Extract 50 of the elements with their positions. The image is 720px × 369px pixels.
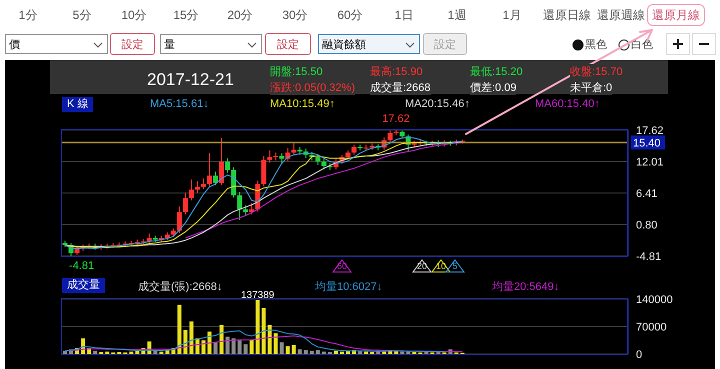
text: 10分 [120,7,148,24]
y-tick-label: 6.41 [636,188,658,200]
text: 還原週線 [597,8,645,22]
text: 還原日線 [543,8,591,22]
text: 1日 [394,7,414,24]
y-tick-label: 0 [636,348,642,361]
text: 1週 [446,7,468,24]
text: 量 [160,34,262,54]
y-tick-label: -4.81 [636,250,662,263]
y-tick-label: 12.01 [636,156,664,168]
text: 價 [5,34,108,54]
text: MA10:15.49↑ [270,98,335,110]
annotation: -4.81 [69,260,94,272]
text: 融資餘額 [318,34,420,54]
text: 價差:0.09 [470,80,516,95]
text: 2017-12-21 [147,70,234,90]
text: 30分 [281,7,309,24]
ref-line-label: 15.40 [633,137,661,150]
y-tick-label: 0.80 [636,219,658,232]
data-label: 137389 [240,290,275,302]
text: 20分 [226,7,254,24]
text: 均量10:6027↓ [315,280,382,294]
text: 成交量 [62,278,105,293]
annotation: 17.62 [382,113,410,125]
y-tick-label: 17.62 [636,124,664,137]
text: K 線 [62,97,94,112]
text: 設定 [265,33,311,55]
y-tick-label: 70000 [636,321,667,334]
text: 60分 [336,7,364,24]
text: 黑色 [585,38,607,52]
series-label: 成交量(張):2668↓ [138,280,222,294]
text: 均量20:5649↓ [492,280,560,294]
text: 最低:15.20 [470,64,523,79]
text: 漲跌:0.05(0.32%) [270,80,355,95]
text: 15分 [172,7,200,24]
text: 設定 [110,33,155,55]
text: 設定 [423,33,467,55]
y-tick-label: 140000 [636,294,673,306]
text: 還原月線 [647,4,705,26]
text: 成交量:2668 [370,80,431,95]
text: 1分 [18,7,38,24]
text: 收盤:15.70 [570,64,623,79]
text: 5分 [72,7,92,24]
text: 開盤:15.50 [270,64,323,79]
text: 1月 [502,8,522,22]
text: 最高:15.90 [370,64,423,79]
text: MA5:15.61↓ [150,98,209,110]
text: MA60:15.40↑ [535,98,600,110]
text: 未平倉:0 [570,80,612,95]
text: MA20:15.46↑ [405,98,470,110]
